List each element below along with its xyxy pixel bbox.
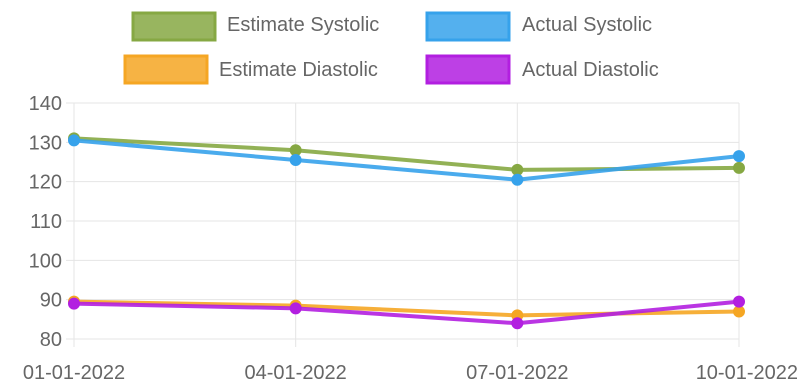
y-tick-label: 100 — [29, 250, 62, 272]
y-tick-label: 120 — [29, 172, 62, 194]
legend-label: Estimate Systolic — [227, 14, 379, 36]
series-line — [72, 138, 741, 182]
series-line — [72, 299, 741, 326]
legend: Estimate Systolic Actual Systolic Estimate… — [123, 11, 659, 85]
data-point[interactable] — [289, 154, 302, 167]
data-point[interactable] — [733, 150, 745, 163]
series-lines — [68, 132, 745, 330]
y-tick-label: 90 — [40, 290, 62, 312]
data-point[interactable] — [733, 161, 745, 174]
legend-item[interactable]: Actual Diastolic — [425, 54, 659, 85]
legend-item[interactable]: Estimate Diastolic — [123, 54, 378, 85]
data-point[interactable] — [68, 134, 80, 147]
legend-label: Estimate Diastolic — [219, 59, 378, 81]
y-tick-label: 130 — [29, 132, 62, 154]
x-tick-label: 07-01-2022 — [466, 362, 568, 384]
legend-item[interactable]: Actual Systolic — [425, 11, 652, 42]
x-tick-label: 10-01-2022 — [696, 362, 798, 384]
legend-swatch — [425, 11, 511, 42]
legend-label: Actual Diastolic — [522, 59, 659, 81]
data-point[interactable] — [289, 302, 302, 315]
data-point[interactable] — [733, 295, 745, 308]
series-group — [68, 295, 745, 330]
legend-label: Actual Systolic — [522, 14, 652, 36]
legend-item[interactable]: Estimate Systolic — [131, 11, 379, 42]
y-axis-ticks: 80 90 100 110 120 130 140 — [29, 93, 62, 351]
legend-swatch — [123, 54, 209, 85]
x-tick-label: 01-01-2022 — [23, 362, 125, 384]
x-tick-label: 04-01-2022 — [245, 362, 347, 384]
data-point[interactable] — [511, 173, 524, 186]
y-tick-label: 80 — [40, 329, 62, 351]
data-point[interactable] — [511, 317, 524, 330]
legend-swatch — [425, 54, 511, 85]
legend-swatch — [131, 11, 217, 42]
y-tick-label: 140 — [29, 93, 62, 115]
series-group — [68, 134, 745, 186]
x-axis-ticks: 01-01-2022 04-01-2022 07-01-2022 10-01-2022 — [23, 362, 798, 384]
data-point[interactable] — [68, 297, 80, 310]
y-tick-label: 110 — [30, 211, 62, 233]
